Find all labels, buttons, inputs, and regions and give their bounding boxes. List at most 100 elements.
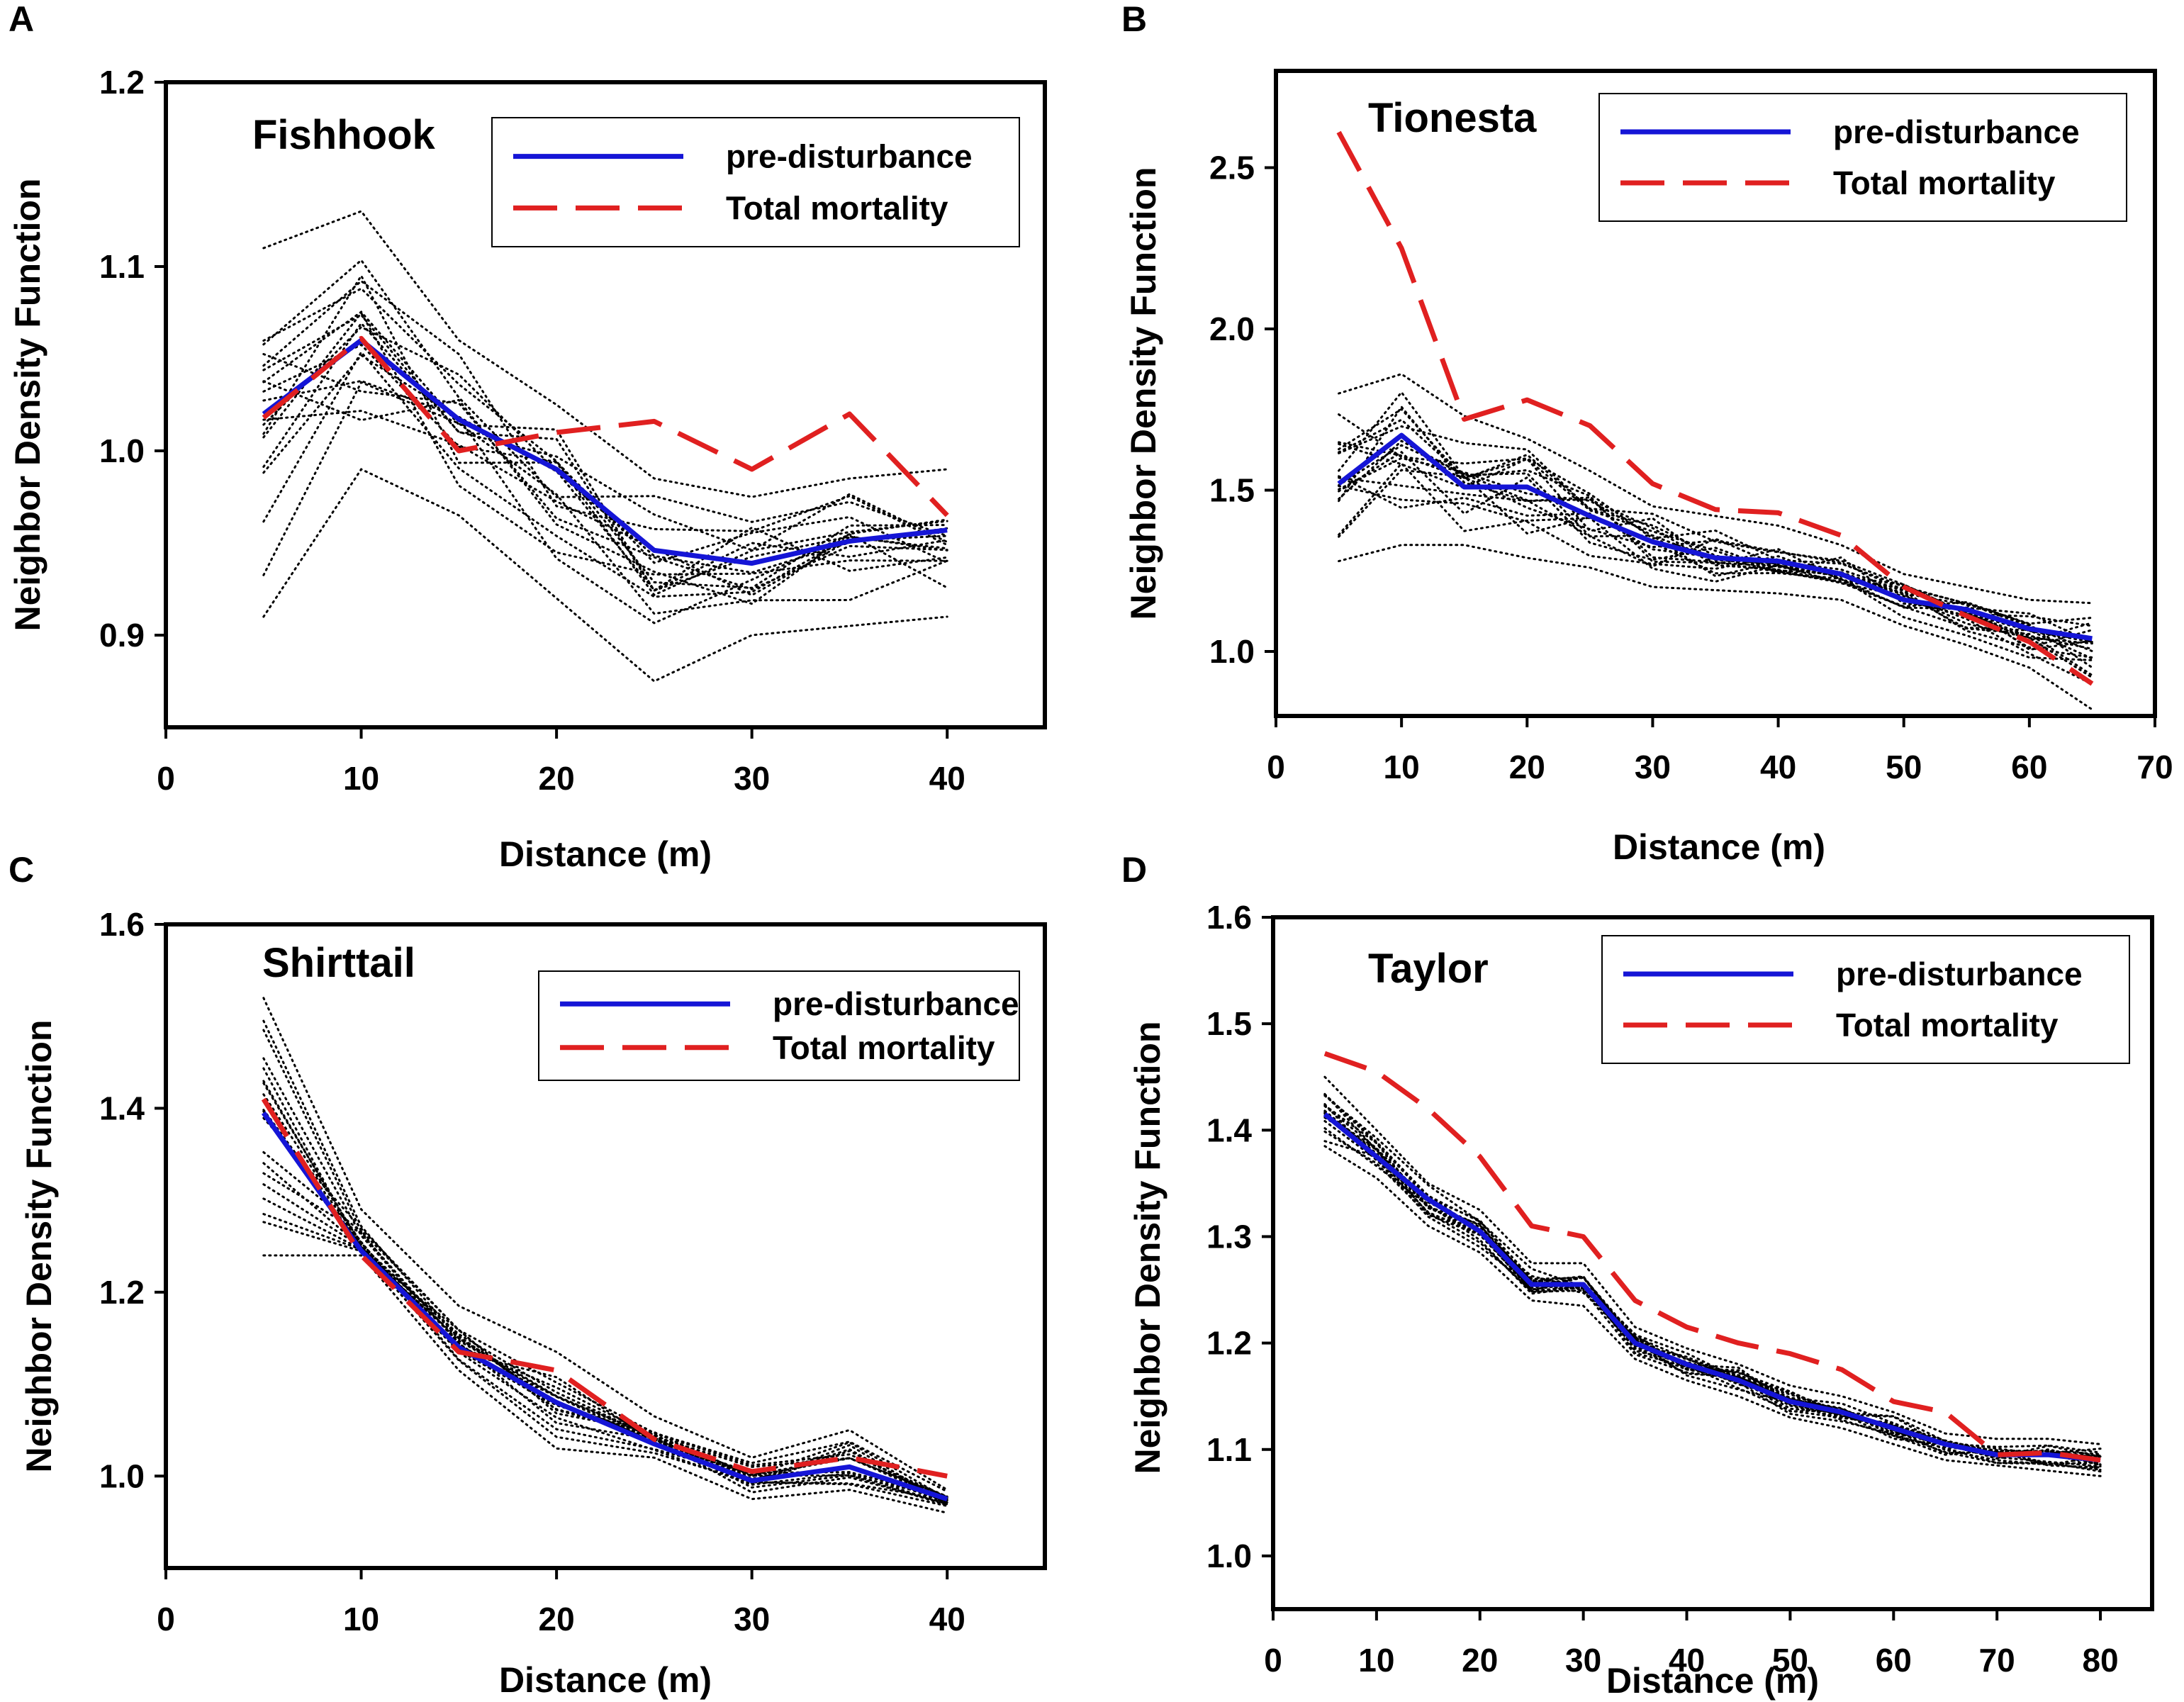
x-tick-label: 40 bbox=[1760, 749, 1796, 785]
simulation-line bbox=[1323, 1111, 2102, 1464]
simulation-line bbox=[262, 1109, 948, 1506]
y-tick-label: 1.6 bbox=[99, 906, 145, 943]
y-tick-label: 1.1 bbox=[1206, 1431, 1252, 1468]
x-tick-label: 0 bbox=[157, 1601, 175, 1637]
simulation-line bbox=[262, 343, 948, 564]
y-axis-label: Neighbor Density Function bbox=[1128, 1021, 1167, 1474]
plot-frame bbox=[1274, 69, 2157, 718]
y-tick-label: 1.0 bbox=[99, 1457, 145, 1494]
simulation-line bbox=[1338, 413, 2093, 652]
simulation-line bbox=[1323, 1145, 2102, 1477]
simulation-line bbox=[1338, 425, 2093, 627]
legend-box bbox=[1601, 935, 2130, 1064]
y-tick-label: 1.6 bbox=[1206, 899, 1252, 936]
y-tick-label: 1.2 bbox=[1206, 1325, 1252, 1362]
y-tick-label: 0.9 bbox=[99, 617, 145, 654]
simulation-line bbox=[262, 381, 948, 615]
y-tick-label: 1.5 bbox=[1206, 1005, 1252, 1042]
y-tick-label: 1.4 bbox=[99, 1090, 145, 1126]
simulation-line bbox=[262, 997, 948, 1491]
y-tick-label: 1.5 bbox=[1209, 472, 1255, 509]
simulation-line bbox=[262, 279, 948, 547]
y-tick-label: 1.2 bbox=[99, 1274, 145, 1311]
simulation-line bbox=[262, 210, 948, 498]
simulation-line bbox=[1323, 1092, 2102, 1466]
simulation-line bbox=[262, 353, 948, 590]
legend: pre-disturbance Total mortality bbox=[1601, 935, 2130, 1064]
simulation-line bbox=[262, 258, 948, 537]
x-tick-label: 30 bbox=[1635, 749, 1671, 785]
simulation-line bbox=[1338, 461, 2093, 685]
simulation-line bbox=[262, 468, 948, 683]
x-tick-label: 60 bbox=[2011, 749, 2047, 785]
simulation-line bbox=[1338, 476, 2093, 669]
simulation-line bbox=[1338, 440, 2093, 651]
series-line-total-mortality bbox=[262, 335, 949, 517]
x-axis-label: Distance (m) bbox=[499, 1660, 712, 1700]
simulation-line bbox=[1323, 1112, 2102, 1457]
y-tick-label: 1.2 bbox=[99, 64, 145, 101]
simulation-line bbox=[1338, 405, 2093, 625]
y-tick-label: 2.5 bbox=[1209, 150, 1255, 186]
x-tick-label: 70 bbox=[1979, 1642, 2015, 1679]
x-axis-label: Distance (m) bbox=[1606, 1661, 1819, 1701]
simulation-line bbox=[262, 1197, 948, 1501]
legend-label-total-mortality: Total mortality bbox=[1833, 164, 2056, 201]
simulation-line bbox=[1323, 1093, 2102, 1455]
legend-label-pre-disturbance: pre-disturbance bbox=[726, 138, 973, 175]
panel-letter: A bbox=[9, 0, 34, 39]
series-line-total-mortality bbox=[261, 1097, 948, 1479]
panel-letter: B bbox=[1121, 0, 1147, 39]
chart-title: Tionesta bbox=[1368, 95, 1537, 141]
simulation-line bbox=[1323, 1075, 2102, 1445]
x-tick-label: 10 bbox=[343, 1601, 379, 1637]
series-line-pre-disturbance bbox=[1323, 1112, 2101, 1463]
x-tick-label: 10 bbox=[343, 760, 379, 797]
plot-frame bbox=[1271, 915, 2154, 1611]
y-tick-label: 1.1 bbox=[99, 248, 145, 285]
simulation-line bbox=[262, 1162, 948, 1506]
plot-frame bbox=[164, 80, 1047, 729]
legend: pre-disturbance Total mortality bbox=[1598, 93, 2127, 222]
legend-box bbox=[491, 117, 1020, 247]
legend-label-pre-disturbance: pre-disturbance bbox=[1833, 113, 2080, 150]
simulation-line bbox=[1323, 1094, 2102, 1457]
x-tick-label: 40 bbox=[1669, 1642, 1705, 1679]
legend: pre-disturbance Total mortality bbox=[491, 117, 1020, 247]
x-tick-label: 50 bbox=[1886, 749, 1922, 785]
legend: pre-disturbance Total mortality bbox=[538, 970, 1020, 1081]
series-line-pre-disturbance bbox=[261, 1111, 948, 1502]
simulation-line bbox=[262, 410, 948, 597]
simulation-line bbox=[262, 1080, 948, 1499]
x-tick-label: 60 bbox=[1876, 1642, 1912, 1679]
x-tick-label: 80 bbox=[2082, 1642, 2118, 1679]
x-tick-label: 30 bbox=[1565, 1642, 1601, 1679]
x-axis-label: Distance (m) bbox=[1613, 827, 1825, 867]
simulation-line bbox=[262, 273, 948, 597]
simulation-line bbox=[1323, 1140, 2102, 1465]
legend-label-pre-disturbance: pre-disturbance bbox=[773, 985, 1019, 1022]
x-tick-label: 20 bbox=[1509, 749, 1545, 785]
x-tick-label: 10 bbox=[1384, 749, 1420, 785]
simulation-line bbox=[262, 1254, 948, 1514]
simulation-line bbox=[1338, 457, 2093, 649]
series-line-total-mortality bbox=[1336, 130, 2094, 686]
simulation-line bbox=[1323, 1120, 2102, 1473]
y-tick-label: 1.0 bbox=[99, 432, 145, 469]
simulation-line bbox=[262, 354, 948, 625]
simulation-line bbox=[1323, 1112, 2102, 1454]
y-axis-label: Neighbor Density Function bbox=[19, 1020, 59, 1473]
chart-title: Fishhook bbox=[252, 112, 436, 158]
x-tick-label: 50 bbox=[1772, 1642, 1808, 1679]
x-axis-label: Distance (m) bbox=[499, 834, 712, 874]
simulation-line bbox=[1323, 1104, 2102, 1458]
simulation-line bbox=[1323, 1109, 2102, 1471]
chart-panel-b: 1.0 1.5 2.0 2.5 0 10 20 30 40 50 60 70 Distance (m) N… bbox=[1121, 0, 2173, 867]
x-tick-label: 0 bbox=[1267, 749, 1285, 785]
x-tick-label: 70 bbox=[2137, 749, 2173, 785]
y-tick-label: 2.0 bbox=[1209, 310, 1255, 347]
simulation-line bbox=[262, 310, 948, 576]
x-tick-label: 40 bbox=[929, 1601, 965, 1637]
legend-label-total-mortality: Total mortality bbox=[1836, 1007, 2059, 1043]
